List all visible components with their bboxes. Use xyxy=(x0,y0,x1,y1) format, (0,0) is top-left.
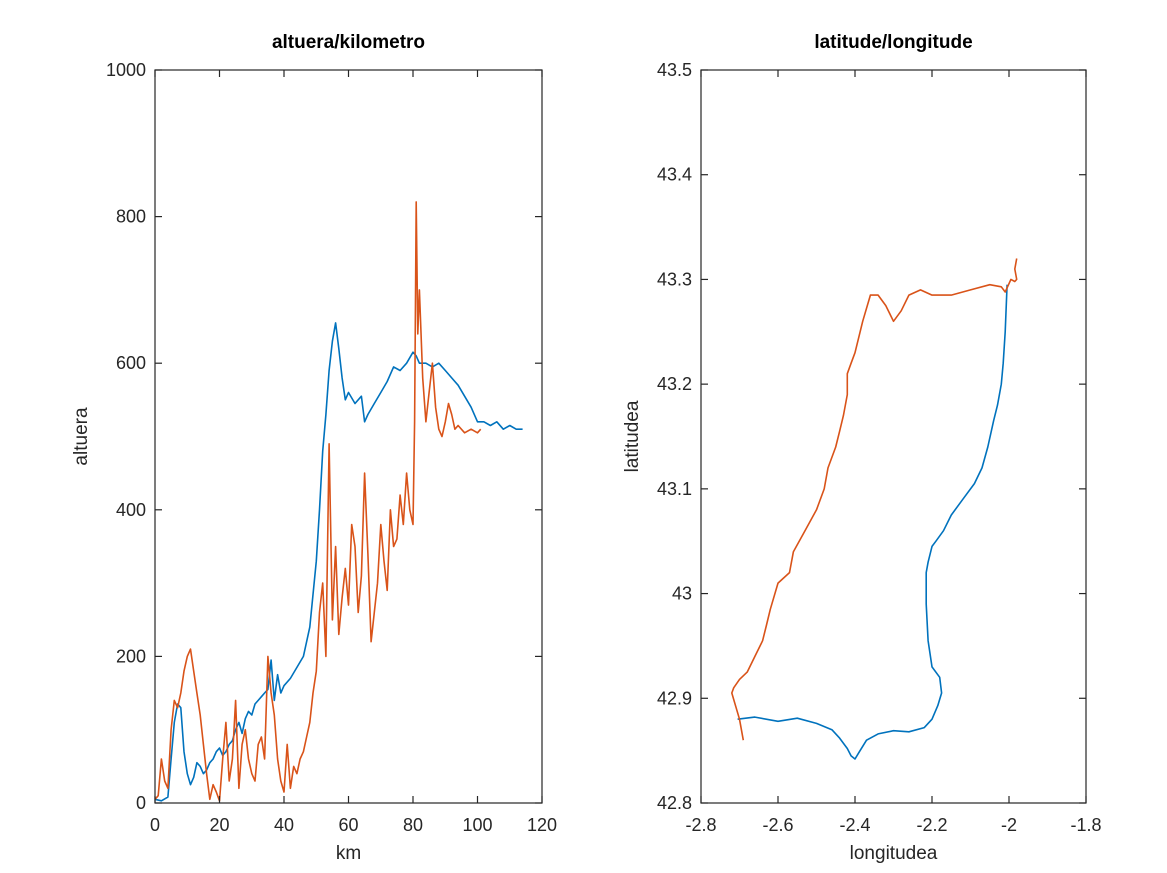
y-axis-label-latlon: latitudea xyxy=(622,400,643,472)
y-axis-label-altitude: altuera xyxy=(71,407,92,466)
x-axis-label-latlon: longitudea xyxy=(850,843,938,864)
y-tick-label-altitude-4: 800 xyxy=(116,207,146,227)
series-layer-latlon xyxy=(730,258,1018,760)
chart-title-latlon: latitude/longitude xyxy=(814,32,972,53)
ticks-latlon: -2.8 -2.6 -2.4 -2.2 -2 -1.8 42.8 42.9 43 43.1 43.2… xyxy=(657,60,1102,835)
y-tick-label-latlon-4: 43.2 xyxy=(657,374,692,394)
x-tick-label-altitude-2: 40 xyxy=(274,815,294,835)
x-tick-label-altitude-3: 60 xyxy=(338,815,358,835)
x-tick-label-latlon-3: -2.2 xyxy=(916,815,947,835)
series-line-latlon-1 xyxy=(737,284,1008,760)
axes-altitude-km: 0 20 40 60 80 100 120 0 200 400 600 800 1000 altuera… xyxy=(71,32,557,864)
axes-lat-lon: -2.8 -2.6 -2.4 -2.2 -2 -1.8 42.8 42.9 43 43.1 43.2… xyxy=(622,32,1102,864)
y-tick-label-latlon-0: 42.8 xyxy=(657,793,692,813)
plot-area-altitude xyxy=(155,70,542,803)
y-tick-label-latlon-7: 43.5 xyxy=(657,60,692,80)
y-tick-label-latlon-3: 43.1 xyxy=(657,479,692,499)
series-line-altitude-2 xyxy=(154,201,482,802)
x-tick-label-altitude-4: 80 xyxy=(403,815,423,835)
y-tick-label-latlon-2: 43 xyxy=(672,584,692,604)
y-tick-label-altitude-1: 200 xyxy=(116,646,146,666)
x-tick-label-altitude-5: 100 xyxy=(462,815,492,835)
y-tick-label-altitude-3: 600 xyxy=(116,353,146,373)
series-layer-altitude xyxy=(154,201,523,802)
y-tick-label-latlon-6: 43.4 xyxy=(657,165,692,185)
plot-area-latlon xyxy=(701,70,1086,803)
ticks-altitude: 0 20 40 60 80 100 120 0 200 400 600 800 1000 xyxy=(106,60,557,835)
y-tick-label-latlon-5: 43.3 xyxy=(657,269,692,289)
x-tick-label-latlon-5: -1.8 xyxy=(1070,815,1101,835)
y-tick-label-altitude-5: 1000 xyxy=(106,60,146,80)
x-tick-label-latlon-0: -2.8 xyxy=(685,815,716,835)
y-tick-label-altitude-0: 0 xyxy=(136,793,146,813)
x-tick-label-altitude-1: 20 xyxy=(209,815,229,835)
x-tick-label-latlon-4: -2 xyxy=(1001,815,1017,835)
x-axis-label-altitude: km xyxy=(336,843,361,864)
axes-box-latlon xyxy=(700,69,1087,804)
x-tick-label-altitude-6: 120 xyxy=(527,815,557,835)
x-tick-label-altitude-0: 0 xyxy=(150,815,160,835)
series-line-latlon-2 xyxy=(730,258,1018,741)
x-tick-label-latlon-2: -2.4 xyxy=(839,815,870,835)
chart-title-altitude: altuera/kilometro xyxy=(272,32,425,53)
y-tick-label-latlon-1: 42.9 xyxy=(657,688,692,708)
x-tick-label-latlon-1: -2.6 xyxy=(762,815,793,835)
y-tick-label-altitude-2: 400 xyxy=(116,500,146,520)
